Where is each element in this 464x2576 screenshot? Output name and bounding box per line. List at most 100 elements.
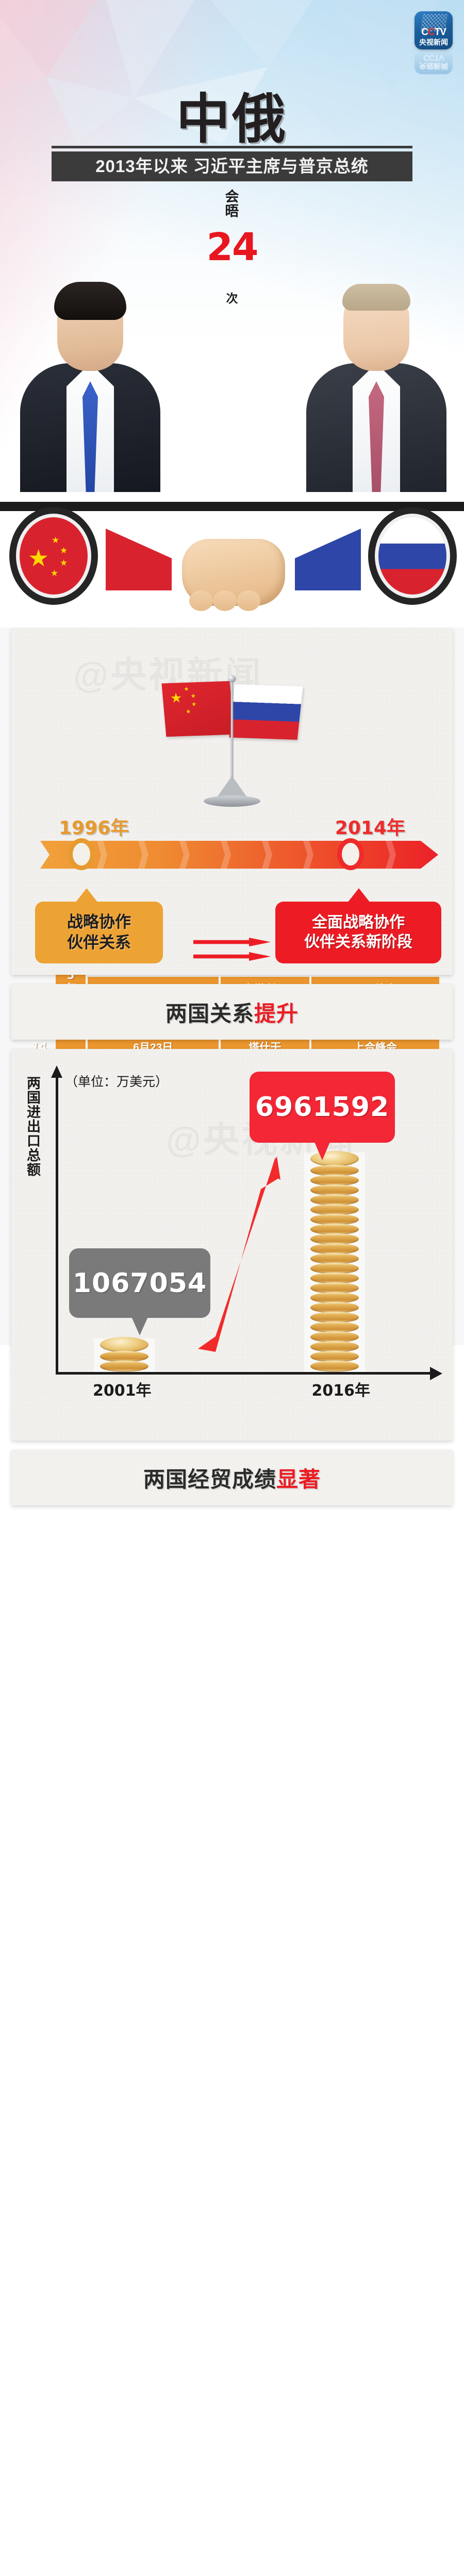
value-label-tail-2016 [313,1140,331,1160]
chart-x-axis [56,1367,442,1380]
coin-disc [310,1282,359,1294]
handshake-sleeve-russia [295,529,361,590]
page-title: 中俄 [176,88,288,150]
coin-disc [310,1341,359,1352]
value-label-tail-2001 [131,1316,148,1335]
logo-cctv-text: CCTV [421,27,446,38]
china-flag-icon: ★ ★ ★ ★ ★ [9,507,98,605]
chart-x-tick-2001: 2001年 [93,1382,152,1400]
timeline-callout-2014: 全面战略协作 伙伴关系新阶段 [275,888,441,963]
coin-disc [310,1312,359,1323]
chart-unit-note: （单位：万美元） [65,1075,169,1089]
coin-disc [310,1253,359,1264]
chevron-4 [221,841,231,869]
timeline-marker-2014 [337,838,364,870]
callout-tail-1996 [75,888,98,903]
coin-disc [100,1361,148,1372]
coin-disc [310,1194,359,1206]
timeline-arrow [40,841,438,869]
flag-star-big: ★ [169,690,183,706]
band-strip [0,502,464,511]
callout-2014-text: 全面战略协作 伙伴关系新阶段 [304,913,412,953]
flag-star-b: ★ [190,693,196,700]
coin-disc [310,1243,359,1255]
chart-value-2016: 6961592 [255,1092,390,1123]
chart-value-label-2001: 1067054 [69,1248,210,1335]
chart-value-2001: 1067054 [72,1267,207,1299]
title-rule [52,146,412,148]
callout-1996-line1: 战略协作 [67,913,131,931]
coin-disc [310,1331,359,1343]
cctv-news-logo: CCTV 央视新闻 [415,11,453,49]
relations-caption-main: 两国关系 [165,1001,254,1026]
china-flag-field: ★ ★ ★ ★ ★ [20,517,88,595]
putin-hair [342,284,410,311]
trade-caption-text: 两国经贸成绩显著 [143,1462,321,1494]
flag-star-c: ★ [191,701,197,708]
coin-disc [100,1351,148,1362]
chevron-1 [97,841,107,869]
xi-hair [54,282,126,320]
chart-bar-2001 [94,1337,155,1372]
callout-tail-2014 [347,888,370,903]
coin-disc [310,1233,359,1245]
flag-pole [230,679,234,800]
chevron-6 [303,841,313,869]
coin-disc [310,1165,359,1176]
china-flag-small: ★ ★ ★ ★ ★ [161,681,235,737]
chevron-5 [262,841,272,869]
trade-chart-panel: @央视新闻 两国进出口总额 （单位：万美元） 1067054 6961592 [11,1049,453,1440]
russia-flag-field [378,517,446,595]
relations-timeline-panel: @央视新闻 ★ ★ ★ ★ ★ 1996年 2014年 [11,629,453,975]
china-flag-small-star-4: ★ [51,568,59,578]
trade-caption-main: 两国经贸成绩 [143,1467,276,1492]
callout-2014-line1: 全面战略协作 [312,913,405,931]
knuckle-2 [212,590,237,611]
coin-disc [310,1214,359,1225]
photo-xi-jinping [18,270,162,492]
coin-disc [310,1273,359,1284]
chart-trend-arrow [193,1153,301,1354]
flag-pole-finial [228,675,236,683]
meeting-word-char1: 会 [225,189,239,205]
flag-stand-illustration: ★ ★ ★ ★ ★ [155,666,309,815]
coin-disc [310,1224,359,1235]
russia-flag-icon [368,507,457,605]
handshake-sleeve-china [106,529,172,590]
russia-flag-small [229,684,303,740]
chevron-8 [386,841,396,869]
coin-disc [310,1292,359,1303]
coin-disc [310,1302,359,1313]
meeting-count: 24 [206,225,259,269]
logo-cn-text: 央视新闻 [419,38,448,46]
handshake-illustration [106,511,361,611]
coin-disc [310,1263,359,1274]
relations-caption-text: 两国关系提升 [165,996,299,1028]
progression-arrow-1 [193,938,271,946]
cctv-logo-reflection: 央视新闻 CCTV [415,50,453,74]
flag-pole-base [204,795,260,807]
knuckle-3 [236,590,260,611]
china-flag-small-star-1: ★ [52,535,60,545]
coin-disc [310,1321,359,1333]
photo-putin [304,270,449,492]
callout-1996-line2: 伙伴关系 [67,934,131,952]
relations-caption-highlight: 提升 [254,1001,299,1026]
coin-disc [310,1204,359,1215]
meeting-count-unit: 次 [226,292,238,305]
coin-disc [310,1351,359,1362]
handshake-hands [181,539,285,611]
chart-x-tick-2016: 2016年 [311,1382,371,1400]
timeline-end-year: 2014年 [335,818,405,839]
hero-subtitle: 2013年以来 习近平主席与普京总统 [52,151,412,181]
timeline-callout-1996: 战略协作 伙伴关系 [35,888,163,963]
handshake-band: ★ ★ ★ ★ ★ [0,490,464,619]
progression-arrows-icon [193,934,271,970]
china-flag-small-star-2: ★ [60,546,68,555]
chart-bar-2016 [304,1151,365,1372]
timeline-marker-1996 [68,838,95,870]
timeline-start-year: 1996年 [59,818,129,839]
chevron-3 [179,841,190,869]
coin-disc [310,1184,359,1196]
china-flag-big-star: ★ [28,545,49,571]
